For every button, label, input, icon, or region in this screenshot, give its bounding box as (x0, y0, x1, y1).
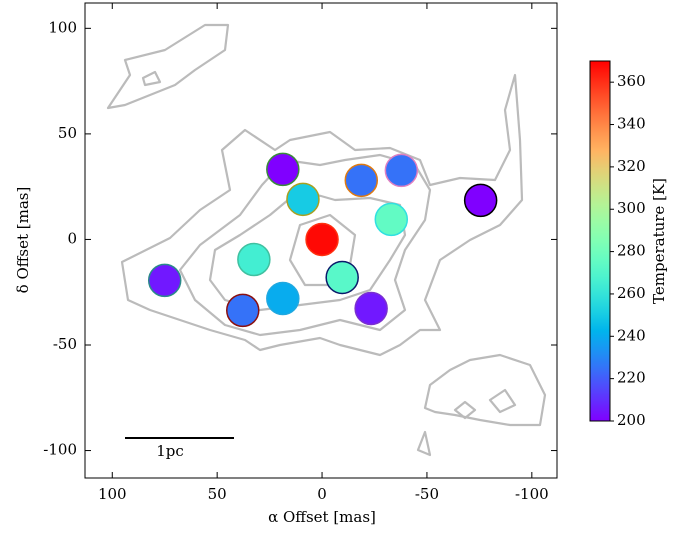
point (237, 242, 271, 277)
y-tick-label: 100 (48, 18, 77, 36)
scale-bar-label: 1pc (156, 442, 184, 460)
contour (106, 23, 230, 110)
y-axis-label: δ Offset [mas] (14, 187, 32, 294)
point (266, 281, 300, 316)
colorbar (589, 60, 611, 422)
contour (288, 213, 357, 287)
x-tick-label: 50 (208, 485, 227, 503)
point (305, 222, 339, 257)
contour (141, 70, 162, 87)
y-tick-label: 0 (67, 229, 77, 247)
plot-frame (84, 2, 558, 479)
contour (423, 353, 547, 427)
point (344, 163, 379, 198)
point (354, 291, 388, 326)
contour (416, 430, 432, 457)
contour (120, 73, 524, 357)
x-tick-label: 0 (317, 485, 327, 503)
x-tick-label: -50 (415, 485, 439, 503)
colorbar-label: Temperature [K] (650, 178, 668, 304)
colorbar-tick-label: 340 (617, 115, 646, 133)
point (384, 153, 419, 188)
x-axis-label: α Offset [mas] (268, 508, 376, 526)
point (374, 202, 409, 237)
y-tick-label: -50 (53, 335, 77, 353)
point (147, 263, 182, 298)
colorbar-tick-label: 300 (617, 199, 646, 217)
point (286, 182, 320, 217)
colorbar-tick-label: 220 (617, 369, 646, 387)
point (325, 260, 359, 295)
colorbar-tick-label: 280 (617, 242, 646, 260)
x-tick-label: -100 (515, 485, 549, 503)
colorbar-tick-label: 360 (617, 72, 646, 90)
colorbar-tick-label: 260 (617, 284, 646, 302)
contour (453, 388, 517, 420)
point (226, 293, 260, 328)
point (463, 183, 498, 218)
x-tick-label: 100 (98, 485, 127, 503)
colorbar-tick-label: 240 (617, 326, 646, 344)
y-tick-label: -100 (43, 441, 77, 459)
colorbar-tick-label: 320 (617, 157, 646, 175)
y-tick-label: 50 (58, 124, 77, 142)
point (266, 152, 300, 187)
colorbar-tick-label: 200 (617, 411, 646, 429)
